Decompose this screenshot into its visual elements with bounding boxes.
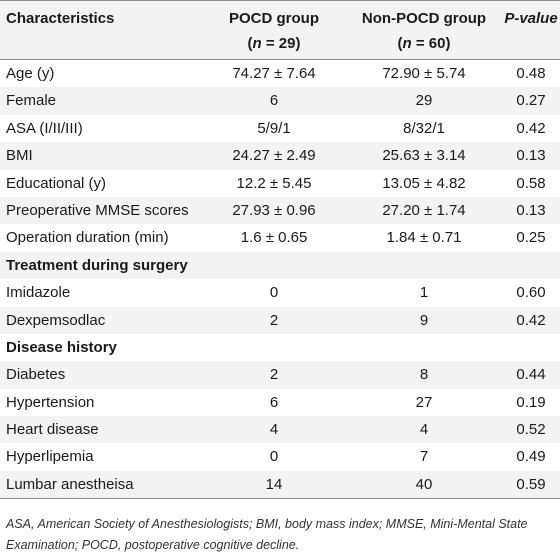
p-value: 0.48	[516, 65, 546, 82]
pocd-value: 12.2 ± 5.45	[236, 174, 312, 192]
non-pocd-value: 27	[415, 393, 433, 411]
non-pocd-value: 29	[415, 92, 433, 110]
non-pocd-value: 8/32/1	[403, 119, 445, 137]
row-label: Lumbar anestheisa	[6, 475, 134, 493]
table-row: Hypertension 6 27 0.19	[0, 389, 560, 416]
pocd-value: 4	[269, 421, 279, 439]
table-row: Female 6 29 0.27	[0, 87, 560, 115]
pocd-value: 0	[269, 448, 279, 466]
row-label: Educational (y)	[6, 174, 107, 192]
non-pocd-value: 27.20 ± 1.74	[382, 201, 466, 219]
non-pocd-value: 8	[419, 366, 429, 384]
p-value: 0.27	[516, 92, 546, 110]
section-label: Disease history	[6, 338, 117, 356]
row-label: Age (y)	[6, 65, 55, 82]
pocd-value: 24.27 ± 2.49	[232, 147, 316, 165]
section-heading-row: Disease history	[0, 334, 560, 361]
pocd-value: 0	[269, 284, 279, 302]
non-pocd-value: 7	[419, 448, 429, 466]
table-row: Preoperative MMSE scores 27.93 ± 0.96 27.2…	[0, 196, 560, 225]
header-p-value: P-value	[504, 10, 558, 27]
p-value: 0.49	[516, 448, 546, 466]
non-pocd-value: 25.63 ± 3.14	[382, 147, 466, 165]
non-pocd-value: 72.90 ± 5.74	[382, 65, 466, 82]
table-footnote: ASA, American Society of Anesthesiologis…	[6, 517, 528, 552]
header-non-pocd-group: Non-POCD group	[361, 10, 487, 27]
table-row: Imidazole 0 1 0.60	[0, 279, 560, 306]
pocd-value: 27.93 ± 0.96	[232, 201, 316, 219]
row-label: Hyperlipemia	[6, 448, 94, 466]
table-row: Age (y) 74.27 ± 7.64 72.90 ± 5.74 0.48	[0, 60, 560, 87]
row-label: Dexpemsodlac	[6, 311, 106, 329]
table-row: Heart disease 4 4 0.52	[0, 416, 560, 444]
non-pocd-value: 13.05 ± 4.82	[382, 174, 466, 192]
table-row: ASA (I/II/III) 5/9/1 8/32/1 0.42	[0, 115, 560, 142]
non-pocd-value: 9	[419, 311, 429, 329]
table-row: BMI 24.27 ± 2.49 25.63 ± 3.14 0.13	[0, 142, 560, 170]
header-pocd-n: (n = 29)	[247, 35, 301, 52]
row-label: Imidazole	[6, 284, 71, 302]
row-label: Heart disease	[6, 421, 99, 439]
p-value: 0.58	[516, 174, 546, 192]
p-value: 0.19	[516, 393, 546, 411]
row-label: Operation duration (min)	[6, 229, 169, 247]
pocd-value: 2	[269, 311, 279, 329]
non-pocd-value: 4	[419, 421, 429, 439]
table-row: Hyperlipemia 0 7 0.49	[0, 443, 560, 470]
table-row: Educational (y) 12.2 ± 5.45 13.05 ± 4.82 0.…	[0, 170, 560, 197]
row-label: BMI	[6, 147, 33, 165]
p-value: 0.25	[516, 229, 546, 247]
p-value: 0.42	[516, 311, 546, 329]
header-non-pocd-n: (n = 60)	[397, 35, 451, 52]
pocd-value: 6	[269, 92, 279, 110]
data-table: Characteristics POCD group (n = 29) Non-…	[0, 0, 560, 500]
table-row: Diabetes 2 8 0.44	[0, 361, 560, 389]
table-body: Age (y) 74.27 ± 7.64 72.90 ± 5.74 0.48 Femal…	[0, 60, 560, 500]
pocd-value: 2	[269, 366, 279, 384]
p-value: 0.13	[516, 201, 546, 219]
table-row: Dexpemsodlac 2 9 0.42	[0, 306, 560, 334]
pocd-value: 5/9/1	[257, 119, 291, 137]
pocd-value: 14	[265, 475, 283, 493]
row-label: Hypertension	[6, 393, 95, 411]
header-characteristics: Characteristics	[6, 10, 115, 27]
pocd-value: 6	[269, 393, 279, 411]
p-value: 0.13	[516, 147, 546, 165]
row-label: Preoperative MMSE scores	[6, 201, 189, 219]
p-value: 0.52	[516, 421, 546, 439]
p-value: 0.42	[516, 119, 546, 137]
section-label: Treatment during surgery	[6, 256, 188, 274]
p-value: 0.59	[516, 475, 546, 493]
table-row: Lumbar anestheisa 14 40 0.59	[0, 470, 560, 500]
table-row: Operation duration (min) 1.6 ± 0.65 1.84 ±…	[0, 224, 560, 251]
section-heading-row: Treatment during surgery	[0, 251, 560, 280]
row-label: Diabetes	[6, 366, 66, 384]
row-label: Female	[6, 92, 57, 110]
non-pocd-value: 1.84 ± 0.71	[386, 229, 462, 247]
p-value: 0.44	[516, 366, 546, 384]
row-label: ASA (I/II/III)	[6, 119, 83, 137]
pocd-value: 1.6 ± 0.65	[240, 229, 308, 247]
p-value: 0.60	[516, 284, 546, 302]
header-pocd-group: POCD group	[229, 10, 319, 27]
non-pocd-value: 1	[419, 284, 429, 302]
non-pocd-value: 40	[415, 475, 433, 493]
table-header: Characteristics POCD group (n = 29) Non-…	[0, 0, 560, 60]
pocd-value: 74.27 ± 7.64	[232, 65, 316, 82]
